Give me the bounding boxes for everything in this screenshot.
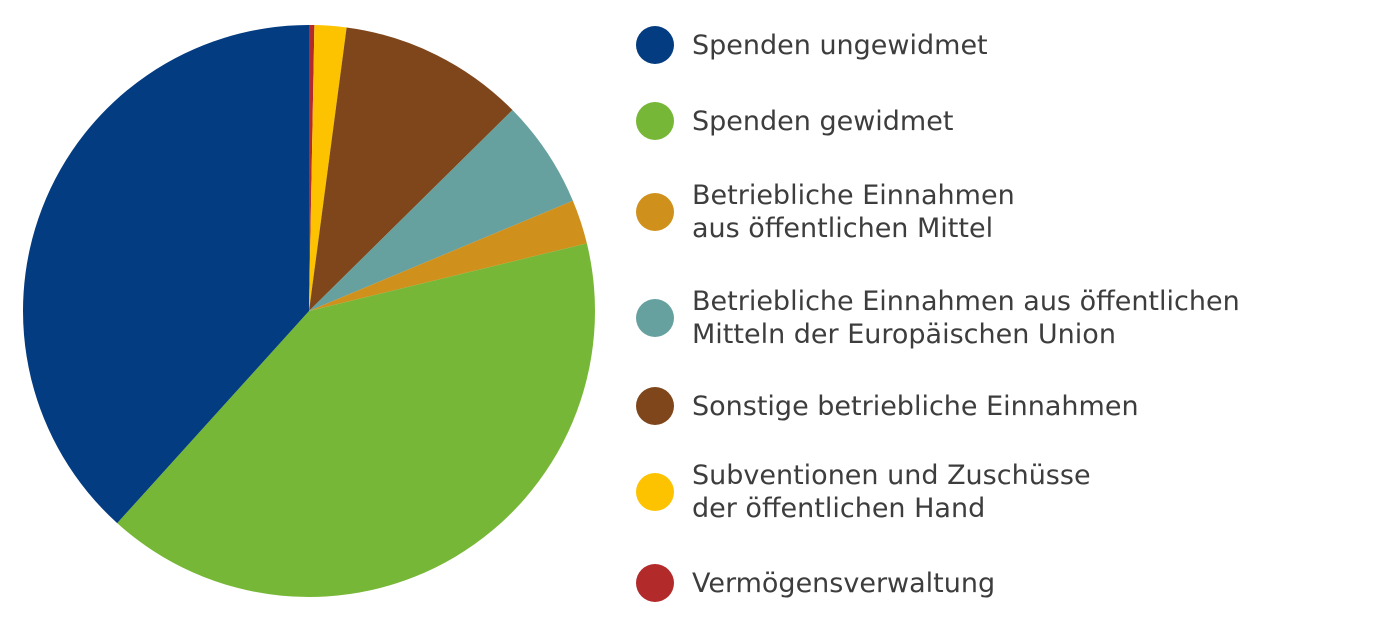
legend-item: Subventionen und Zuschüsse der öffentlic… bbox=[636, 459, 1396, 525]
legend-label: Betriebliche Einnahmen aus öffentlichen … bbox=[692, 286, 1240, 350]
legend-item: Spenden ungewidmet bbox=[636, 26, 1396, 64]
legend-label: Betriebliche Einnahmen aus öffentlichen … bbox=[692, 180, 1015, 244]
pie-slice-6 bbox=[23, 25, 309, 524]
legend-label: Spenden gewidmet bbox=[692, 105, 954, 137]
legend-swatch bbox=[636, 193, 674, 231]
legend-swatch bbox=[636, 473, 674, 511]
legend-item: Betriebliche Einnahmen aus öffentlichen … bbox=[636, 179, 1396, 245]
legend-swatch bbox=[636, 299, 674, 337]
legend-label: Spenden ungewidmet bbox=[692, 29, 988, 61]
legend-label: Subventionen und Zuschüsse der öffentlic… bbox=[692, 460, 1091, 524]
legend-item: Spenden gewidmet bbox=[636, 102, 1396, 140]
legend-swatch bbox=[636, 564, 674, 602]
pie-slice-0 bbox=[309, 25, 315, 311]
legend-item: Sonstige betriebliche Einnahmen bbox=[636, 387, 1396, 425]
legend-swatch bbox=[636, 102, 674, 140]
legend-swatch bbox=[636, 387, 674, 425]
pie-slice-2 bbox=[309, 27, 513, 311]
pie-slice-3 bbox=[309, 110, 573, 311]
legend-item: Vermögensverwaltung bbox=[636, 564, 1396, 602]
legend-item: Betriebliche Einnahmen aus öffentlichen … bbox=[636, 285, 1396, 351]
legend-swatch bbox=[636, 26, 674, 64]
pie-slice-5 bbox=[117, 243, 595, 597]
pie-slice-1 bbox=[309, 25, 347, 311]
pie-slice-4 bbox=[309, 200, 587, 311]
legend-label: Vermögensverwaltung bbox=[692, 567, 996, 599]
legend-label: Sonstige betriebliche Einnahmen bbox=[692, 390, 1139, 422]
pie-chart bbox=[23, 25, 595, 597]
